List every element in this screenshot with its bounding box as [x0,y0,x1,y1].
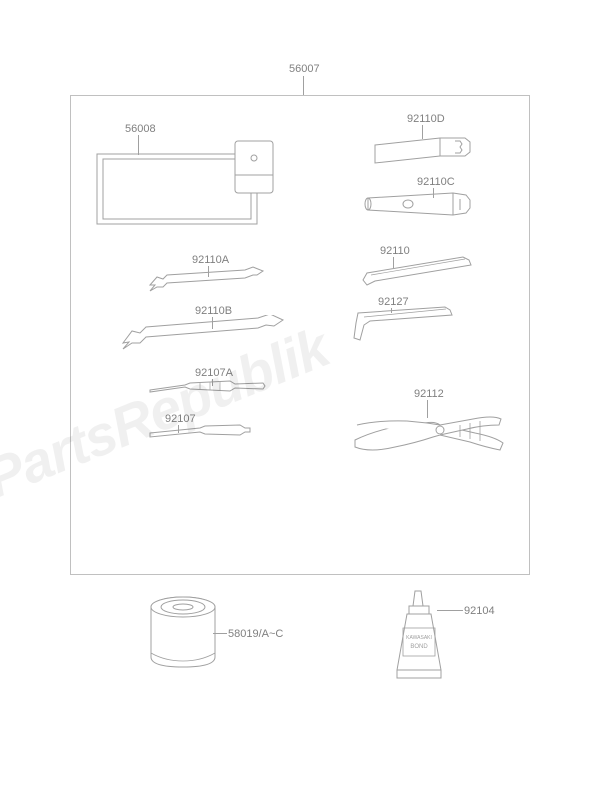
label-hex1: 92110 [380,245,410,257]
oil-filter-drawing [145,595,225,680]
wrench-a-drawing [145,265,275,295]
tool-case-drawing [95,135,285,230]
label-wrench-b: 92110B [195,305,232,317]
pliers-drawing [345,395,515,470]
bond-tube-drawing: KAWASAKI BOND [385,588,460,688]
leader-driver [178,425,179,433]
bond-text-1: KAWASAKI [406,635,432,641]
leader-hex2 [391,308,392,313]
socket-drawing [370,130,480,170]
leader-pliers [427,400,428,418]
leader-wrench-b [212,317,213,329]
leader-case [138,135,139,155]
wrench-b-drawing [118,315,293,353]
leader-driver-a [212,379,213,386]
label-driver: 92107 [165,413,196,425]
leader-tube-c [433,188,434,198]
leader-hex1 [393,257,394,268]
label-driver-a: 92107A [195,367,233,379]
label-socket-d: 92110D [407,113,445,125]
leader-bond [437,610,463,611]
hex2-drawing [350,305,485,350]
label-tube-c: 92110C [417,176,455,188]
label-top-assembly: 56007 [289,63,320,75]
label-case: 56008 [125,123,156,135]
driver-drawing [145,420,260,442]
leader-top [303,76,304,95]
label-filter: 58019/A~C [228,628,283,640]
hex1-drawing [355,255,485,290]
tube-wrench-drawing [358,190,478,222]
label-bond: 92104 [464,605,495,617]
label-pliers: 92112 [414,388,444,400]
leader-wrench-a [208,266,209,277]
leader-filter [213,633,227,634]
label-hex2: 92127 [378,296,409,308]
label-wrench-a: 92110A [192,254,229,266]
leader-socket-d [422,125,423,139]
bond-text-2: BOND [410,644,428,650]
